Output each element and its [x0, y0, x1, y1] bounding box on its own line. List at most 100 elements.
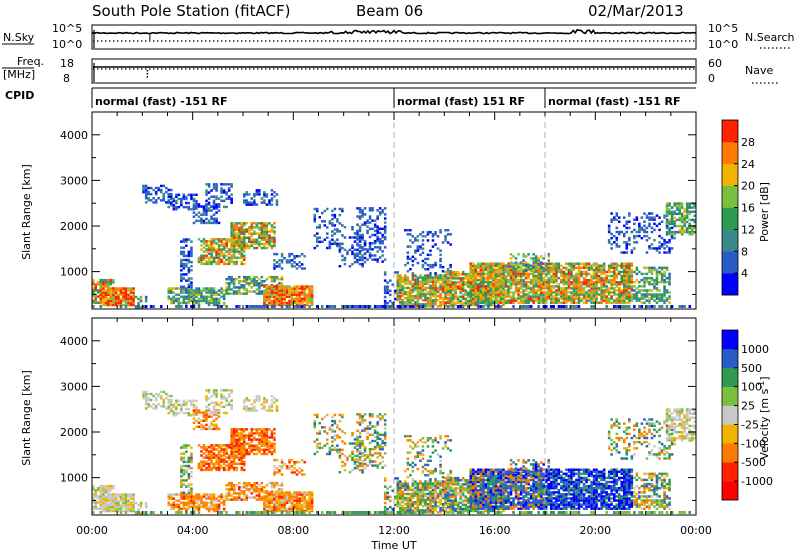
power-cell-3368	[600, 291, 603, 294]
power-cell-2447	[472, 274, 475, 278]
power-cell-1367	[278, 265, 281, 268]
velocity-cell-199	[137, 507, 140, 511]
power-cell-3165	[570, 299, 573, 302]
power-cell-2738	[514, 287, 518, 290]
power-cell-3343	[595, 276, 598, 280]
power-cell-3609	[643, 293, 646, 296]
velocity-cell-241	[160, 396, 163, 400]
power-cell-2181	[459, 291, 462, 294]
power-cell-3979	[685, 214, 689, 218]
velocity-cell-302	[190, 399, 193, 403]
nsky-frame	[91, 24, 697, 50]
power-cell-1184	[263, 291, 266, 294]
power-cell-2588	[492, 270, 495, 274]
power-cell-577	[217, 221, 221, 225]
power-cell-3002	[545, 297, 548, 300]
power-cell-2052	[429, 265, 432, 269]
power-cell-1939	[439, 282, 442, 286]
power-cell-1686	[389, 299, 392, 303]
power-cell-3937	[675, 206, 679, 209]
power-cell-385	[195, 289, 198, 292]
power-cell-2847	[532, 293, 535, 296]
velocity-cell-194	[132, 493, 135, 496]
velocity-cell-222	[147, 403, 150, 406]
power-cell-3090	[557, 291, 561, 294]
power-cell-2953	[519, 269, 523, 273]
power-cell-3946	[678, 210, 681, 213]
power-cell-1321	[300, 287, 304, 290]
power-cell-3731	[607, 224, 611, 228]
power-cell-3338	[595, 287, 598, 290]
power-cell-861	[238, 226, 241, 229]
power-cell-2606	[494, 274, 498, 278]
power-cell-1792	[411, 284, 415, 288]
power-cell-997	[243, 201, 246, 204]
power-cell-664	[205, 254, 208, 257]
power-cell-2419	[469, 297, 473, 300]
power-cell-3189	[572, 285, 576, 288]
power-cell-2610	[494, 264, 498, 267]
power-cell-2922	[542, 295, 546, 298]
power-cell-868	[240, 236, 244, 239]
power-cell-586	[205, 183, 208, 186]
velocity-cell-539	[200, 411, 203, 414]
power-cell-3589	[635, 268, 639, 272]
power-cell-3448	[613, 276, 616, 280]
velocity-cell-260	[167, 411, 171, 415]
power-cell-717	[217, 248, 221, 251]
power-cell-1620	[373, 219, 377, 222]
power-cell-2186	[459, 281, 462, 284]
power-cell-1445	[331, 218, 334, 221]
power-cell-926	[255, 222, 259, 225]
power-cell-2396	[502, 289, 505, 292]
power-cell-1478	[341, 258, 344, 262]
power-cell-858	[238, 232, 241, 235]
power-cell-3065	[552, 266, 556, 270]
power-cell-1771	[406, 276, 410, 279]
power-cell-4035	[220, 305, 223, 308]
power-cell-4086	[399, 305, 402, 308]
velocity-cell-559	[210, 427, 213, 431]
power-cell-698	[212, 242, 216, 245]
power-cell-2958	[522, 259, 525, 262]
power-cell-3216	[577, 299, 581, 302]
power-cell-1376	[285, 261, 289, 264]
velocity-cell-644	[200, 468, 203, 472]
power-cell-3340	[595, 283, 598, 286]
power-cell-1458	[336, 238, 339, 241]
power-cell-915	[253, 232, 256, 235]
power-cell-1100	[245, 280, 249, 283]
power-cell-415	[207, 299, 211, 303]
power-cell-3409	[605, 274, 608, 278]
power-cell-3930	[673, 204, 676, 207]
power-cell-4076	[368, 305, 372, 308]
power-cell-3193	[572, 276, 576, 280]
power-cell-1579	[363, 207, 367, 210]
power-cell-2032	[421, 263, 425, 267]
power-cell-1286	[290, 287, 294, 290]
power-cell-2823	[527, 285, 530, 288]
power-cell-2495	[479, 281, 483, 284]
power-cell-1276	[288, 287, 291, 290]
power-cell-1806	[414, 280, 417, 283]
power-cell-1642	[378, 227, 382, 231]
power-cell-1767	[406, 286, 410, 290]
power-cell-2611	[494, 262, 498, 265]
velocity-cell-245	[162, 403, 166, 406]
power-cell-3971	[683, 214, 686, 218]
velocity-cell-682	[210, 462, 213, 466]
power-cell-2945	[512, 255, 515, 258]
velocity-cell-57	[107, 491, 110, 494]
power-cell-549	[205, 213, 208, 216]
power-cell-2002	[406, 233, 410, 236]
power-cell-3020	[547, 291, 551, 294]
power-cell-3192	[572, 278, 576, 282]
freq-tick-top: 18	[60, 57, 74, 70]
velocity-cell-95	[104, 509, 108, 513]
power-cell-498	[187, 271, 191, 274]
power-cell-3630	[648, 297, 651, 300]
power-cell-1571	[363, 252, 367, 255]
power-cell-2951	[517, 265, 520, 268]
power-cell-3875	[668, 239, 671, 242]
power-cell-2482	[477, 272, 480, 276]
